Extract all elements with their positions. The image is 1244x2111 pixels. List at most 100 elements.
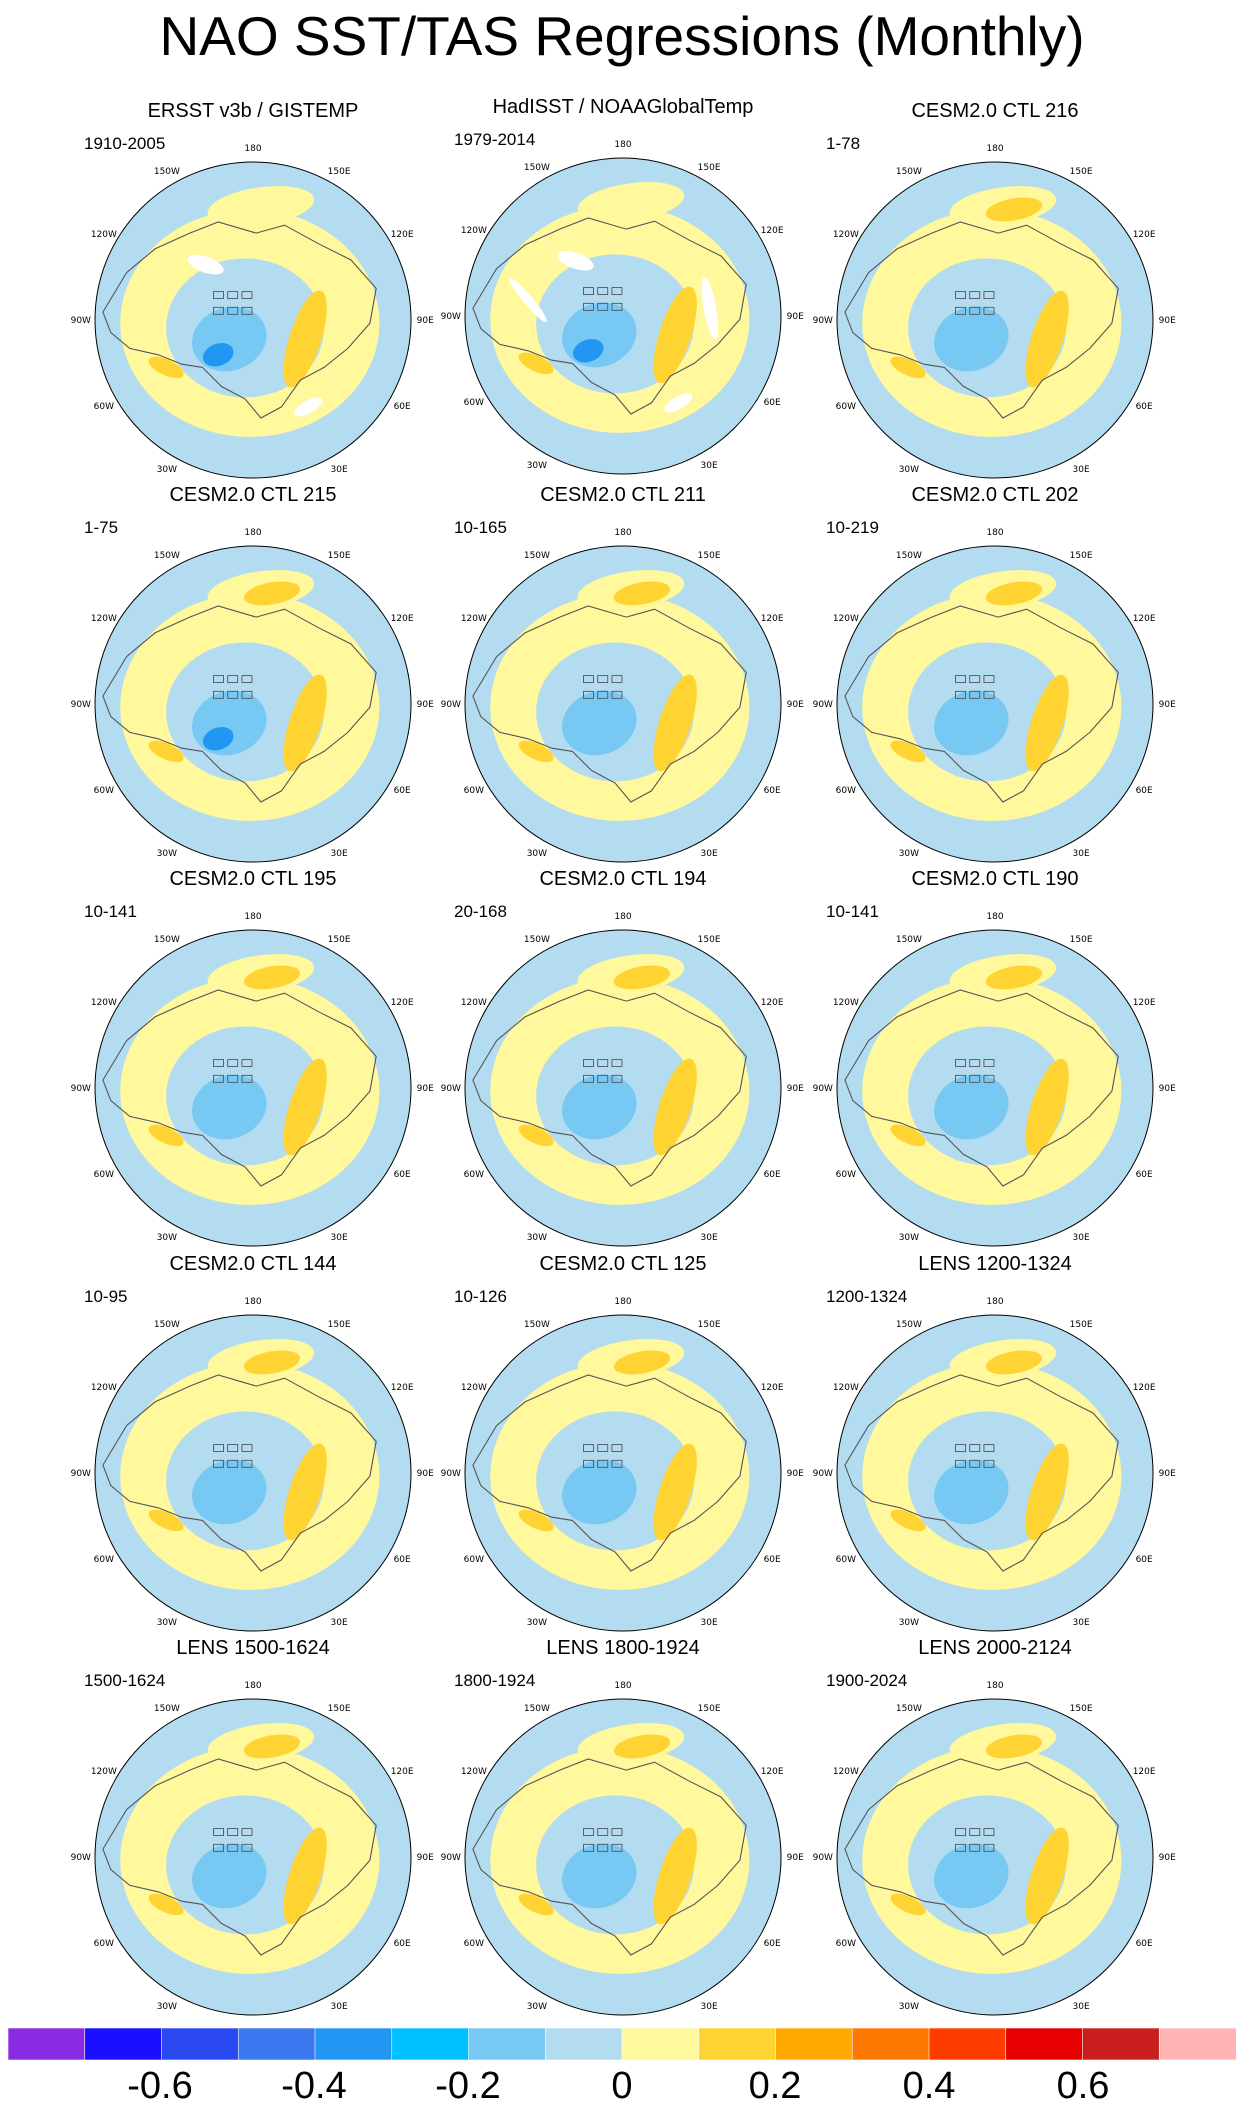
field-subtropic-negative (514, 1578, 622, 1621)
field-strong-negative-core (202, 727, 234, 751)
polar-map: 180150E120E90E60E30E030W60W90W120W150W (813, 1681, 1176, 2016)
panel-year-range: 10-141 (84, 902, 137, 921)
field-eurasia-moderate-positive (1025, 1827, 1069, 1925)
colorbar-tick-label: 0.6 (1056, 2065, 1110, 2107)
longitude-label: 60E (1136, 1555, 1153, 1565)
coastline-island (983, 291, 995, 300)
coastline-island (611, 1074, 623, 1083)
coastline-island (983, 690, 995, 699)
coastline-island (611, 675, 623, 684)
longitude-label: 60W (836, 1555, 856, 1565)
longitude-label: 30E (1073, 465, 1090, 475)
polar-map: 180150E120E90E60E30E030W60W90W120W150W (441, 1681, 804, 2016)
panel-year-range: 1979-2014 (454, 130, 536, 149)
coastline-island (241, 306, 253, 315)
field-gulfstream-positive (890, 1124, 926, 1147)
longitude-label: 120W (91, 998, 117, 1008)
coastline (102, 989, 377, 1187)
coastline-island (583, 1074, 594, 1083)
polar-map: 180150E120E90E60E30E030W60W90W120W150W (71, 144, 434, 479)
longitude-label: 30E (331, 1233, 348, 1243)
map-panel: CESM2.0 CTL 190 10-141 180 150E 120E 90E 60E… (810, 868, 1180, 1252)
panel-year-range: 1-75 (84, 518, 119, 537)
colorbar-swatch (1082, 2028, 1161, 2060)
field-subtropic-negative (886, 1193, 994, 1236)
field-missing-data (557, 250, 594, 271)
field-gulfstream-positive (518, 1893, 554, 1916)
longitude-label: 150E (698, 551, 721, 561)
coastline-island (611, 1059, 623, 1068)
field-missing-data (294, 397, 323, 417)
coastline (102, 221, 377, 419)
field-subtropic-negative (144, 1962, 252, 2005)
field-gulfstream-positive (148, 1893, 184, 1916)
coastline-island (241, 1843, 253, 1852)
panel-year-range: 10-126 (454, 1287, 507, 1306)
longitude-label: 120E (761, 998, 784, 1008)
coastline-island (213, 1843, 224, 1852)
colorbar-tick-label: 0.4 (902, 2065, 956, 2107)
longitude-label: 180 (986, 144, 1003, 154)
coastline-island (597, 1444, 609, 1453)
field-labrador-negative (934, 690, 1009, 756)
longitude-label: 150W (524, 935, 550, 945)
coastline-island (241, 1074, 253, 1083)
longitude-label: 120E (391, 1767, 414, 1777)
coastline-island (227, 1444, 239, 1453)
map-boundary (836, 545, 1154, 863)
field-gulfstream-positive (890, 740, 926, 763)
coastline-island (597, 287, 609, 296)
longitude-label: 60W (94, 1555, 114, 1565)
longitude-label: 120W (91, 1383, 117, 1393)
coastline-island (611, 302, 623, 311)
coastline-island (583, 1843, 594, 1852)
longitude-label: 30W (899, 465, 919, 475)
map-boundary (836, 161, 1154, 479)
longitude-label: 90E (417, 316, 434, 326)
longitude-label: 60E (1136, 1939, 1153, 1949)
longitude-label: 150E (328, 1704, 351, 1714)
coastline (844, 605, 1119, 803)
polar-map: 180150E120E90E60E30E030W60W90W120W150W (71, 1681, 434, 2016)
field-eurasia-moderate-positive (653, 1058, 697, 1156)
map-panel: CESM2.0 CTL 195 10-141 180 150E 120E 90E 60E… (68, 868, 438, 1252)
field-eurasia-moderate-positive (1025, 290, 1069, 388)
longitude-label: 90E (417, 1853, 434, 1863)
longitude-label: 120W (91, 1767, 117, 1777)
coastline-island (983, 675, 995, 684)
map-boundary (94, 1314, 412, 1632)
field-labrador-negative (192, 1459, 267, 1525)
field-pacific-moderate-positive (985, 581, 1043, 606)
field-eurasia-moderate-positive (283, 1058, 327, 1156)
field-gulfstream-positive (148, 356, 184, 379)
longitude-label: 120W (833, 614, 859, 624)
coastline-island (611, 1843, 623, 1852)
map-field (465, 930, 781, 1246)
polar-map: 180150E120E90E60E30E030W60W90W120W150W (813, 528, 1176, 863)
map-field (465, 546, 781, 862)
coastline-island (955, 1828, 966, 1837)
field-missing-data (664, 393, 693, 413)
longitude-label: 180 (244, 528, 261, 538)
longitude-label: 30E (701, 2002, 718, 2012)
coastline-island (583, 1828, 594, 1837)
coastline-island (955, 1444, 966, 1453)
map-boundary (464, 545, 782, 863)
coastline-island (583, 675, 594, 684)
field-eurasia-moderate-positive (283, 290, 327, 388)
field-labrador-negative (192, 1074, 267, 1140)
map-boundary (464, 1314, 782, 1632)
coastline-island (969, 1459, 981, 1468)
polar-map: 180150E120E90E60E30E030W60W90W120W150W (813, 912, 1176, 1247)
longitude-label: 120W (833, 230, 859, 240)
longitude-label: 60W (464, 786, 484, 796)
coastline (472, 605, 747, 803)
coastline-island (227, 1828, 239, 1837)
field-pacific-moderate-positive (243, 1350, 301, 1375)
longitude-label: 90E (1159, 316, 1176, 326)
coastline (102, 1758, 377, 1956)
longitude-label: 120E (391, 614, 414, 624)
map-panel: LENS 1200-1324 1200-1324 180 150E 120E 90E 6… (810, 1253, 1180, 1637)
coastline-island (969, 306, 981, 315)
longitude-label: 120E (391, 1383, 414, 1393)
